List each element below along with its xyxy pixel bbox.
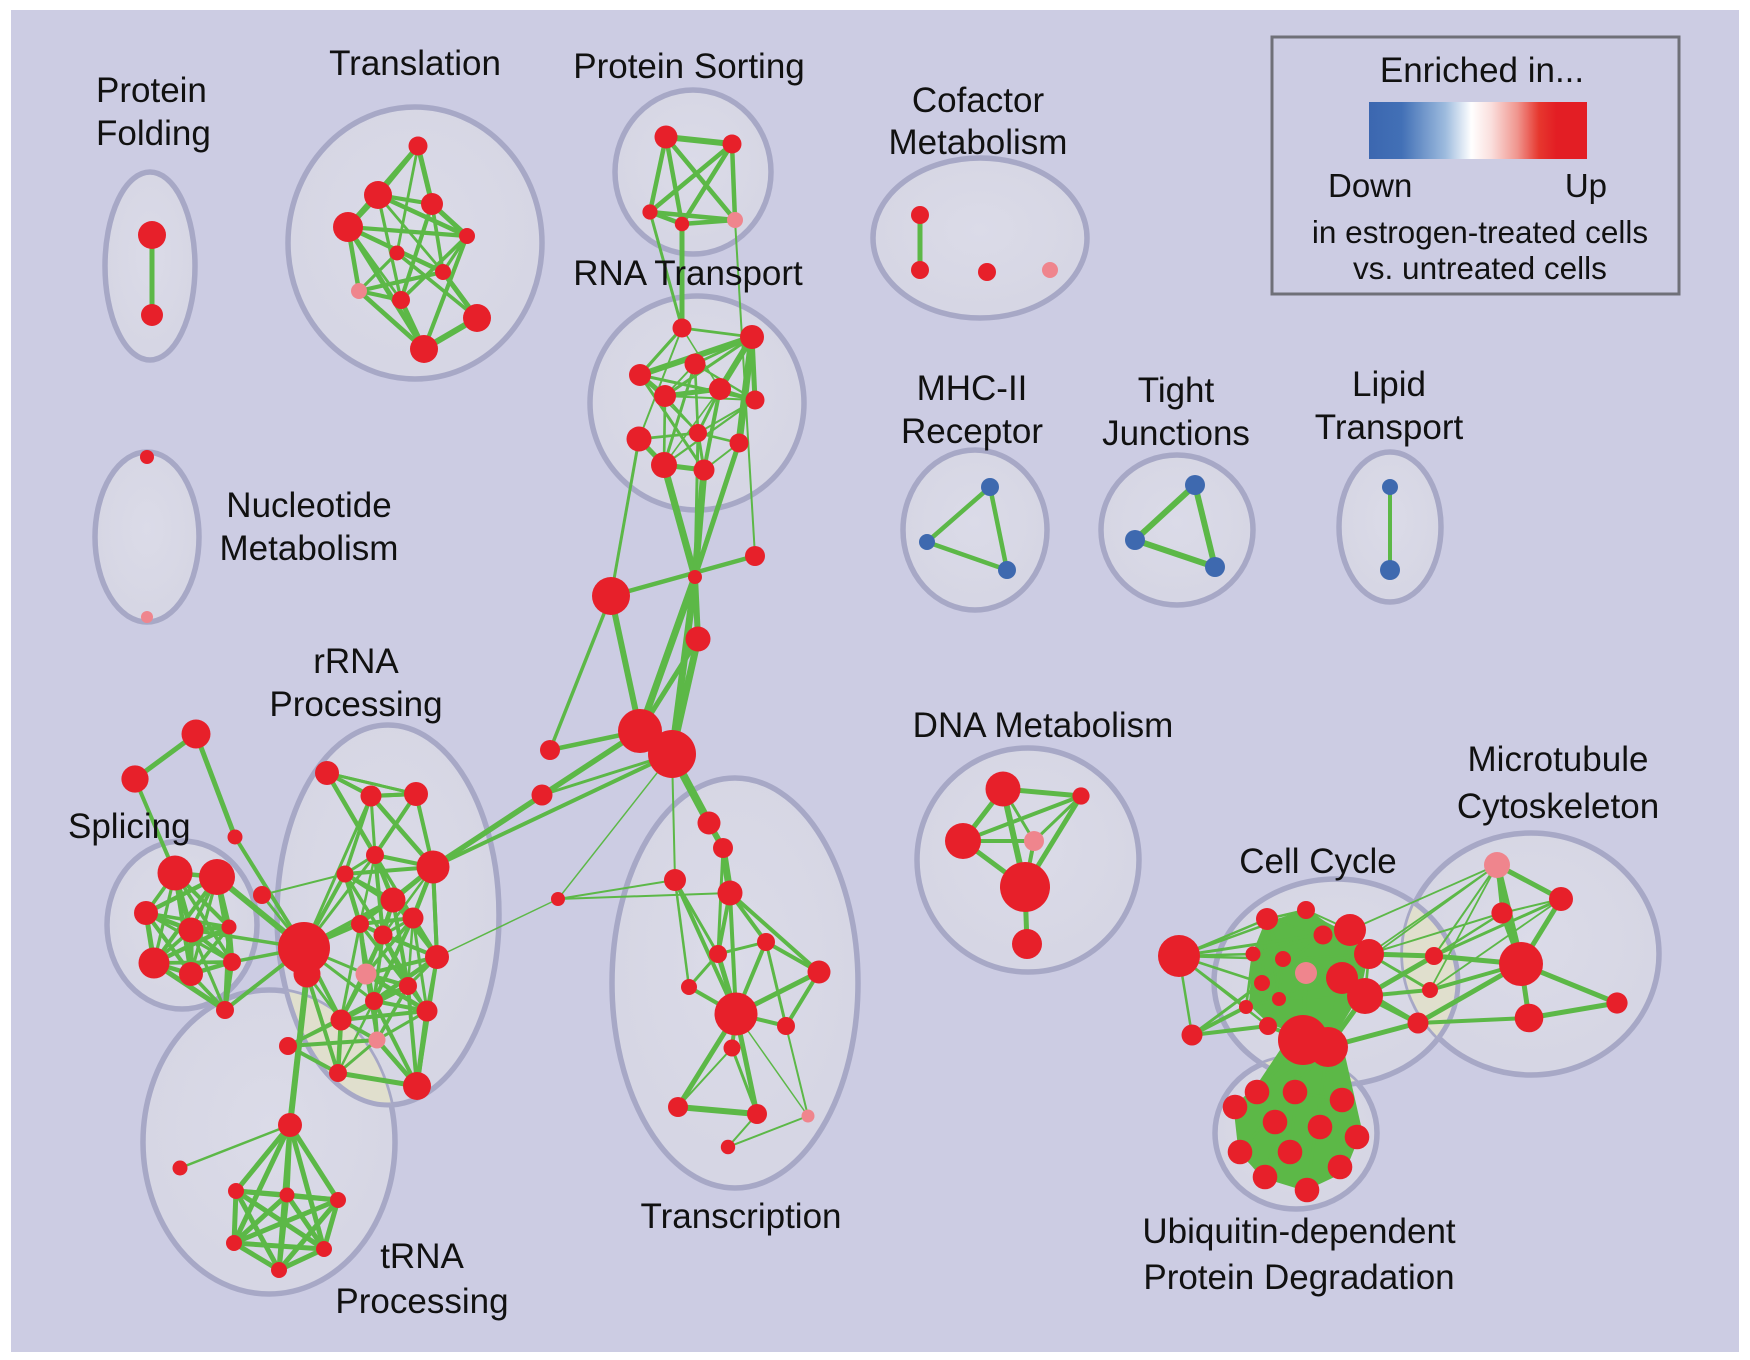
svg-text:Enriched in...: Enriched in... xyxy=(1380,51,1584,90)
svg-text:Metabolism: Metabolism xyxy=(889,123,1068,162)
svg-text:Tight: Tight xyxy=(1138,371,1215,410)
svg-text:vs. untreated cells: vs. untreated cells xyxy=(1353,250,1607,286)
svg-text:Cytoskeleton: Cytoskeleton xyxy=(1457,787,1659,826)
svg-text:Cell Cycle: Cell Cycle xyxy=(1239,842,1397,881)
svg-text:MHC-II: MHC-II xyxy=(917,369,1028,408)
svg-text:Up: Up xyxy=(1565,167,1607,204)
svg-text:DNA Metabolism: DNA Metabolism xyxy=(913,706,1174,745)
svg-text:RNA Transport: RNA Transport xyxy=(573,254,803,293)
svg-text:Processing: Processing xyxy=(335,1282,508,1321)
svg-text:Processing: Processing xyxy=(269,685,442,724)
svg-text:tRNA: tRNA xyxy=(380,1237,464,1276)
svg-text:Protein: Protein xyxy=(96,71,207,110)
svg-text:Protein Sorting: Protein Sorting xyxy=(573,47,805,86)
svg-text:Lipid: Lipid xyxy=(1352,365,1426,404)
svg-text:Junctions: Junctions xyxy=(1102,414,1250,453)
svg-text:Receptor: Receptor xyxy=(901,412,1043,451)
svg-text:Protein Degradation: Protein Degradation xyxy=(1143,1258,1454,1297)
svg-text:Transcription: Transcription xyxy=(641,1197,842,1236)
svg-text:Nucleotide: Nucleotide xyxy=(226,486,391,525)
svg-text:Down: Down xyxy=(1328,167,1412,204)
svg-text:Cofactor: Cofactor xyxy=(912,81,1045,120)
svg-text:in estrogen-treated cells: in estrogen-treated cells xyxy=(1312,214,1648,250)
svg-text:rRNA: rRNA xyxy=(313,642,399,681)
svg-text:Translation: Translation xyxy=(329,44,501,83)
svg-text:Metabolism: Metabolism xyxy=(220,529,399,568)
svg-text:Splicing: Splicing xyxy=(68,807,191,846)
svg-text:Transport: Transport xyxy=(1315,408,1464,447)
svg-text:Folding: Folding xyxy=(96,114,211,153)
svg-text:Microtubule: Microtubule xyxy=(1468,740,1649,779)
svg-text:Ubiquitin-dependent: Ubiquitin-dependent xyxy=(1142,1212,1456,1251)
